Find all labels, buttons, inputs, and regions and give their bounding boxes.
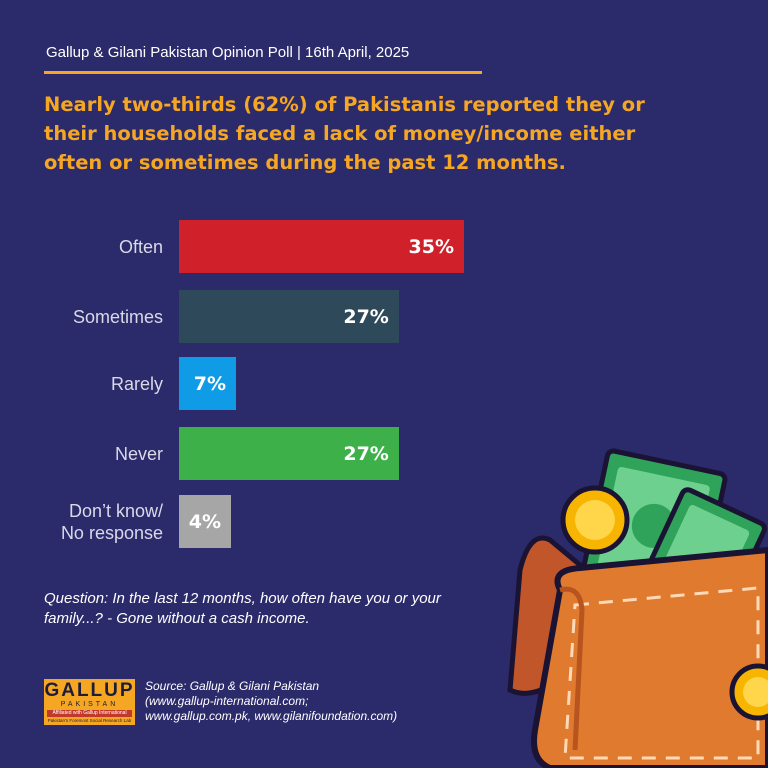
category-label-line: Rarely	[110, 373, 163, 394]
wallet-with-money-icon	[507, 448, 768, 768]
logo-brand: GALLUP	[44, 680, 135, 701]
bar-value-label: 7%	[193, 372, 226, 395]
bar-value-label: 4%	[188, 510, 221, 533]
logo-tagline: Pakistan's Foremost Social Research Lab	[47, 718, 132, 723]
headline-line: often or sometimes during the past 12 mo…	[44, 151, 566, 174]
category-label: Don’t know/No response	[0, 500, 163, 544]
logo-affiliation: Affiliated with Gallup International	[47, 710, 132, 717]
headline-line: their households faced a lack of money/i…	[44, 122, 636, 145]
category-label-line: Often	[118, 236, 163, 257]
category-label: Often	[0, 236, 163, 258]
source-line: (www.gallup-international.com;	[145, 694, 309, 708]
logo-country: PAKISTAN	[60, 701, 119, 708]
category-label-line: Never	[114, 443, 163, 464]
headline-line: Nearly two-thirds (62%) of Pakistanis re…	[44, 93, 645, 116]
bar-value-label: 35%	[408, 235, 454, 258]
source-line: Source: Gallup & Gilani Pakistan	[145, 679, 320, 693]
source-note: Source: Gallup & Gilani Pakistan (www.ga…	[145, 679, 475, 724]
question-line: family...? - Gone without a cash income.	[44, 610, 310, 627]
gallup-pakistan-logo: GALLUP PAKISTAN Affiliated with Gallup I…	[44, 679, 135, 725]
category-label: Sometimes	[0, 306, 163, 328]
header-divider	[44, 71, 482, 74]
headline: Nearly two-thirds (62%) of Pakistanis re…	[44, 90, 704, 177]
bar-chart: Often 35% Sometimes 27% Rarely 7% Never 27% Don’…	[0, 205, 560, 565]
category-label-line: Sometimes	[72, 306, 163, 327]
bar: 27%	[179, 427, 399, 480]
category-label: Never	[0, 443, 163, 465]
category-label-line: No response	[60, 522, 163, 543]
category-label-line: Don’t know/	[68, 500, 163, 521]
bar: 7%	[179, 357, 236, 410]
bar-value-label: 27%	[343, 305, 389, 328]
bar: 4%	[179, 495, 231, 548]
bar: 35%	[179, 220, 464, 273]
question-line: Question: In the last 12 months, how oft…	[44, 590, 441, 607]
bar-value-label: 27%	[343, 442, 389, 465]
category-label: Rarely	[0, 373, 163, 395]
poll-header: Gallup & Gilani Pakistan Opinion Poll | …	[46, 44, 410, 61]
bar: 27%	[179, 290, 399, 343]
question-text: Question: In the last 12 months, how oft…	[44, 589, 514, 629]
source-line: www.gallup.com.pk, www.gilanifoundation.…	[145, 709, 398, 723]
